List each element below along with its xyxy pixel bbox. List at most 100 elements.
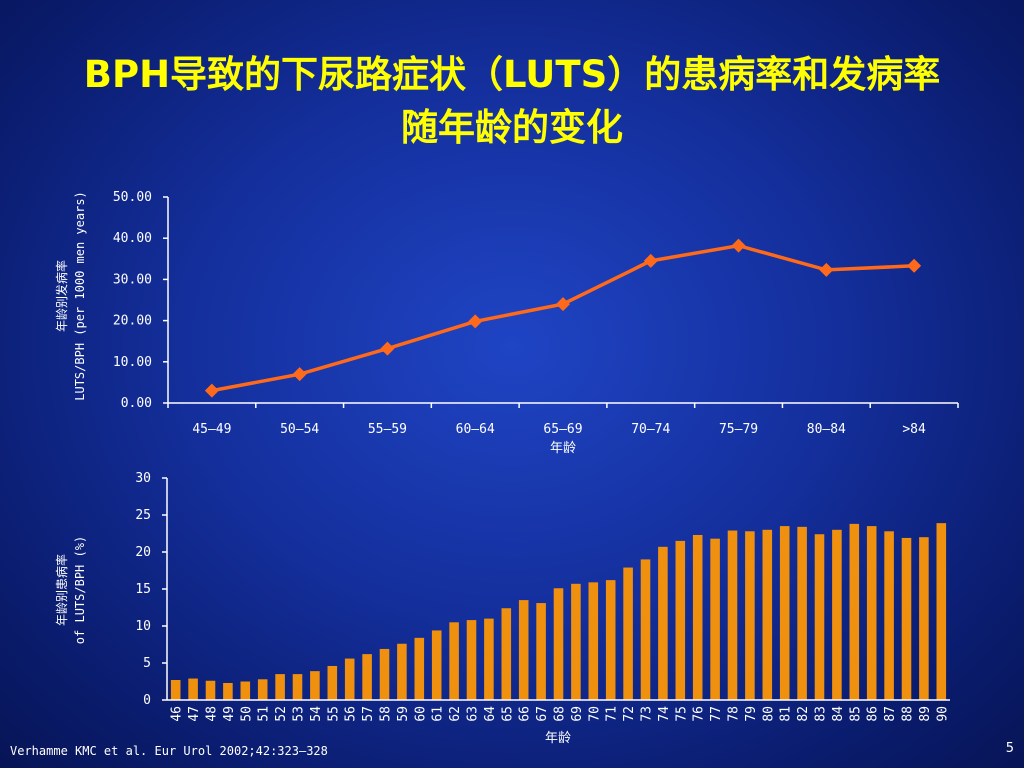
prevalence-bar-chart: 年龄别患病率 of LUTS/BPH (%) 年龄 46 47 48 49 50 51 52… — [54, 471, 950, 746]
bar-chart-bar — [344, 658, 355, 700]
bar-chart-bar — [866, 526, 877, 700]
bar-chart-x-tick-label: 67 — [535, 706, 550, 722]
bar-chart-bar — [832, 529, 842, 700]
bar-chart-bar — [397, 643, 407, 700]
bar-chart-bar — [275, 674, 285, 700]
bar-chart-bar — [518, 600, 529, 700]
bar-chart-x-tick-label: 73 — [640, 706, 655, 722]
bar-chart-bar — [710, 538, 720, 700]
bar-chart-bar — [292, 674, 303, 700]
bar-chart-bar — [901, 537, 912, 700]
line-chart-x-tick-label: 65–69 — [543, 422, 582, 437]
bar-chart-y-tick-label: 0 — [143, 693, 151, 708]
bar-chart-ylabel-line1: 年龄别患病率 — [54, 554, 69, 626]
bar-chart-x-tick-label: 76 — [692, 706, 707, 722]
bar-chart-x-tick-label: 83 — [814, 706, 829, 722]
bar-chart-x-tick-label: 88 — [901, 706, 916, 722]
line-chart-point — [643, 253, 658, 268]
bar-chart-x-tick-label: 68 — [553, 706, 568, 722]
bar-chart-bar — [640, 559, 651, 700]
bar-chart-x-tick-label: 87 — [883, 706, 898, 722]
bar-chart-x-tick-label: 86 — [866, 706, 881, 722]
bar-chart-x-tick-label: 52 — [274, 706, 289, 722]
line-chart-ylabel-line1: 年龄别发病率 — [54, 260, 69, 332]
bar-chart-bar — [449, 622, 459, 700]
bar-chart-bar — [240, 681, 251, 700]
line-chart-x-tick-label: 75–79 — [719, 422, 758, 437]
bar-chart-x-tick-label: 48 — [205, 706, 220, 722]
bar-chart-bar — [414, 637, 425, 700]
bar-chart-bar — [205, 680, 216, 700]
line-chart-y-tick-label: 10.00 — [113, 355, 152, 370]
line-chart-x-tick-label: 70–74 — [631, 422, 670, 437]
page-number: 5 — [1005, 741, 1014, 756]
line-chart-point — [731, 238, 746, 253]
bar-chart-bar — [762, 529, 773, 700]
bar-chart-x-tick-label: 85 — [848, 706, 863, 722]
bar-chart-xlabel: 年龄 — [545, 731, 571, 746]
line-chart-x-tick-label: 60–64 — [456, 422, 495, 437]
bar-chart-x-tick-label: 75 — [674, 706, 689, 722]
bar-chart-x-tick-label: 62 — [448, 706, 463, 722]
bar-chart-bar — [936, 523, 947, 700]
bar-chart-bar — [170, 680, 181, 700]
bar-chart-x-tick-label: 57 — [361, 706, 376, 722]
bar-chart-y-tick-label: 10 — [135, 619, 151, 634]
bar-chart-y-tick-label: 30 — [135, 471, 151, 486]
bar-chart-x-tick-label: 50 — [239, 706, 254, 722]
bar-chart-bar — [849, 523, 860, 700]
bar-chart-bar — [327, 665, 338, 700]
bar-chart-bar — [588, 582, 599, 700]
bar-chart-bar — [919, 537, 929, 700]
bar-chart-x-tick-label: 72 — [622, 706, 637, 722]
bar-chart-x-tick-label: 65 — [500, 706, 515, 722]
line-chart-point — [204, 383, 219, 398]
bar-chart-bar — [692, 534, 703, 700]
slide-title-line2: 随年龄的变化 — [401, 106, 623, 149]
bar-chart-x-tick-label: 90 — [935, 706, 950, 722]
line-chart-y-tick-label: 50.00 — [113, 190, 152, 205]
bar-chart-x-tick-label: 89 — [918, 706, 933, 722]
bar-chart-bar — [362, 654, 372, 700]
bar-chart-x-tick-label: 53 — [292, 706, 307, 722]
slide-title-line1: BPH导致的下尿路症状（LUTS）的患病率和发病率 — [83, 53, 941, 96]
bar-chart-bar — [310, 671, 320, 700]
line-chart-x-tick-label: 45–49 — [192, 422, 231, 437]
bar-chart-x-tick-label: 63 — [466, 706, 481, 722]
bar-chart-x-tick-label: 74 — [657, 706, 672, 722]
line-chart-point — [819, 262, 834, 277]
line-chart-y-tick-label: 40.00 — [113, 231, 152, 246]
bar-chart-bar — [623, 567, 633, 700]
bar-chart-x-tick-label: 71 — [605, 706, 620, 722]
bar-chart-x-tick-label: 69 — [570, 706, 585, 722]
bar-chart-y-tick-label: 25 — [135, 508, 151, 523]
bar-chart-bar — [675, 540, 686, 700]
bar-chart-x-tick-label: 70 — [587, 706, 602, 722]
bar-chart-x-tick-label: 78 — [727, 706, 742, 722]
bar-chart-y-tick-label: 20 — [135, 545, 151, 560]
line-chart-y-tick-label: 20.00 — [113, 314, 152, 329]
line-chart-x-tick-label: >84 — [902, 422, 926, 437]
bar-chart-y-tick-label: 15 — [135, 582, 151, 597]
bar-chart-x-tick-label: 46 — [170, 706, 185, 722]
bar-chart-x-tick-label: 54 — [309, 706, 324, 722]
citation: Verhamme KMC et al. Eur Urol 2002;42:323… — [10, 744, 328, 758]
bar-chart-x-tick-label: 51 — [257, 706, 272, 722]
bar-chart-bar — [605, 580, 616, 700]
bar-chart-bar — [553, 588, 564, 700]
bar-chart-ylabel-line2: of LUTS/BPH (%) — [73, 536, 87, 644]
bar-chart-bar — [797, 526, 807, 700]
bar-chart-x-tick-label: 82 — [796, 706, 811, 722]
line-chart-x-tick-label: 50–54 — [280, 422, 319, 437]
bar-chart-x-tick-label: 77 — [709, 706, 724, 722]
line-chart-series-line — [211, 243, 915, 393]
bar-chart-x-tick-label: 64 — [483, 706, 498, 722]
bar-chart-bar — [727, 530, 738, 700]
line-chart-xlabel: 年龄 — [550, 441, 576, 456]
bar-chart-bar — [223, 682, 233, 700]
bar-chart-bar — [431, 630, 442, 700]
bar-chart-x-tick-label: 60 — [413, 706, 428, 722]
line-chart-x-tick-label: 55–59 — [368, 422, 407, 437]
line-chart-point — [380, 341, 395, 356]
